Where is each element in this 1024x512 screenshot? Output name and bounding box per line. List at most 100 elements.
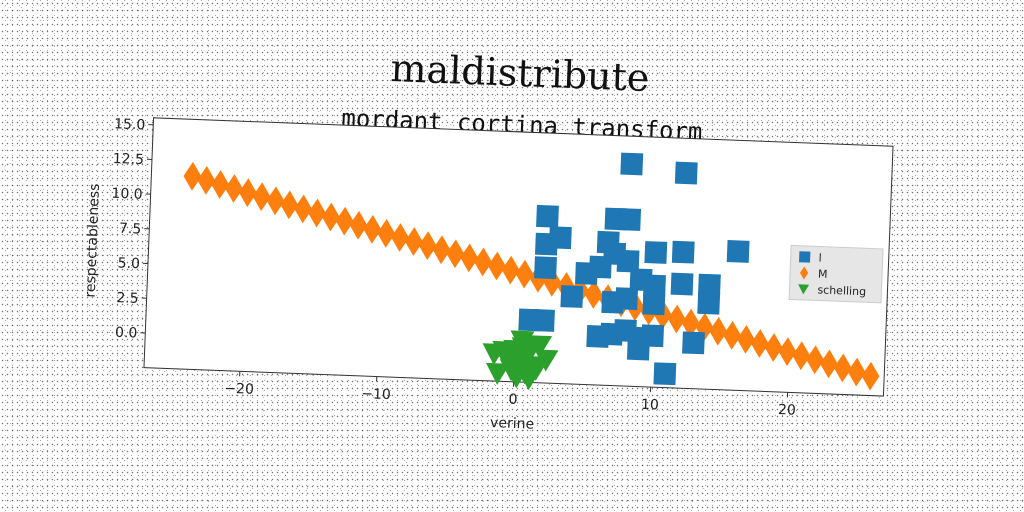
data-point <box>534 256 557 280</box>
legend-box <box>788 244 884 304</box>
data-point <box>266 186 285 216</box>
data-point <box>535 232 558 256</box>
data-point <box>670 272 694 296</box>
data-point <box>682 331 705 355</box>
y-tick-label: 0.0 <box>115 325 138 342</box>
data-point <box>626 337 650 361</box>
series-l <box>518 152 750 386</box>
legend-marker <box>799 266 809 280</box>
y-tick-label: 7.5 <box>119 221 142 238</box>
data-point <box>697 273 721 297</box>
x-tick-label: 10 <box>641 397 659 414</box>
y-tick-label: 10.0 <box>111 186 143 203</box>
data-point <box>616 249 640 273</box>
y-tick-label: 5.0 <box>117 255 140 272</box>
data-point <box>485 362 510 385</box>
data-point <box>667 304 686 334</box>
data-point <box>653 362 677 386</box>
data-point <box>584 280 603 309</box>
legend-label: M <box>818 267 828 280</box>
data-point <box>498 354 523 378</box>
data-point <box>460 243 479 273</box>
y-tick-label: 15.0 <box>114 116 146 133</box>
data-point <box>750 329 769 358</box>
data-point <box>183 161 202 191</box>
data-point <box>517 368 542 391</box>
series-layer <box>183 152 880 391</box>
legend-label: schelling <box>817 283 866 298</box>
series-schelling <box>482 330 559 391</box>
data-point <box>575 262 598 285</box>
data-point <box>819 349 838 379</box>
data-point <box>847 357 866 387</box>
data-point <box>515 259 534 289</box>
data-point <box>446 239 465 269</box>
data-point <box>726 240 750 263</box>
chart-title: maldistribute <box>390 46 650 100</box>
data-point <box>643 274 666 298</box>
data-point <box>528 335 553 358</box>
y-tick-label: 12.5 <box>112 151 144 168</box>
data-point <box>252 182 271 212</box>
legend-marker <box>798 284 810 295</box>
data-point <box>806 345 825 375</box>
data-point <box>432 235 451 265</box>
data-point <box>363 214 382 244</box>
data-point <box>681 308 700 338</box>
data-point <box>349 210 368 240</box>
data-point <box>321 202 340 232</box>
data-point <box>487 251 506 281</box>
data-point <box>474 247 493 277</box>
data-point <box>510 330 535 353</box>
x-tick-label: −20 <box>224 381 254 398</box>
data-point <box>418 231 437 261</box>
legend-entry: l <box>799 251 822 265</box>
y-axis-label: respectableness <box>83 183 103 298</box>
data-point <box>501 255 520 285</box>
data-point <box>615 287 639 311</box>
data-point <box>620 152 644 176</box>
x-axis-label: verine <box>490 415 535 433</box>
legend-marker <box>799 251 811 263</box>
data-point <box>532 309 555 332</box>
data-point <box>861 361 880 391</box>
data-point <box>671 240 695 264</box>
data-point <box>294 194 313 224</box>
data-point <box>736 325 755 354</box>
legend-entry: schelling <box>798 283 866 298</box>
data-point <box>197 165 216 195</box>
data-point <box>536 204 559 228</box>
data-point <box>391 223 410 252</box>
data-point <box>644 241 668 264</box>
data-point <box>404 227 423 256</box>
x-tick-label: 0 <box>508 392 518 408</box>
data-point <box>618 208 642 231</box>
plot-area: −20 −10 0 10 20 0.0 2.5 5.0 7.5 10.0 12.5 15.0 veri… <box>83 116 894 433</box>
x-tick-label: 20 <box>778 402 796 419</box>
data-point <box>308 198 326 228</box>
data-point <box>723 320 742 350</box>
axis-ticks: −20 −10 0 10 20 0.0 2.5 5.0 7.5 10.0 12.5 15.0 <box>111 116 796 419</box>
y-tick-label: 2.5 <box>116 290 139 307</box>
data-point <box>642 292 666 316</box>
data-point <box>377 218 396 248</box>
data-point <box>211 170 230 199</box>
data-point <box>560 285 584 308</box>
data-point <box>674 161 698 185</box>
data-point <box>280 190 299 220</box>
data-point <box>224 174 243 203</box>
data-point <box>543 267 562 297</box>
data-point <box>335 206 354 236</box>
data-point <box>792 341 811 371</box>
data-point <box>778 337 797 367</box>
data-point <box>238 178 257 208</box>
data-point <box>697 291 721 315</box>
legend-entry: M <box>799 266 828 281</box>
data-point <box>709 316 728 346</box>
legend-label: l <box>818 251 822 264</box>
data-point <box>833 353 852 383</box>
data-point <box>764 333 783 362</box>
x-tick-label: −10 <box>361 386 391 403</box>
